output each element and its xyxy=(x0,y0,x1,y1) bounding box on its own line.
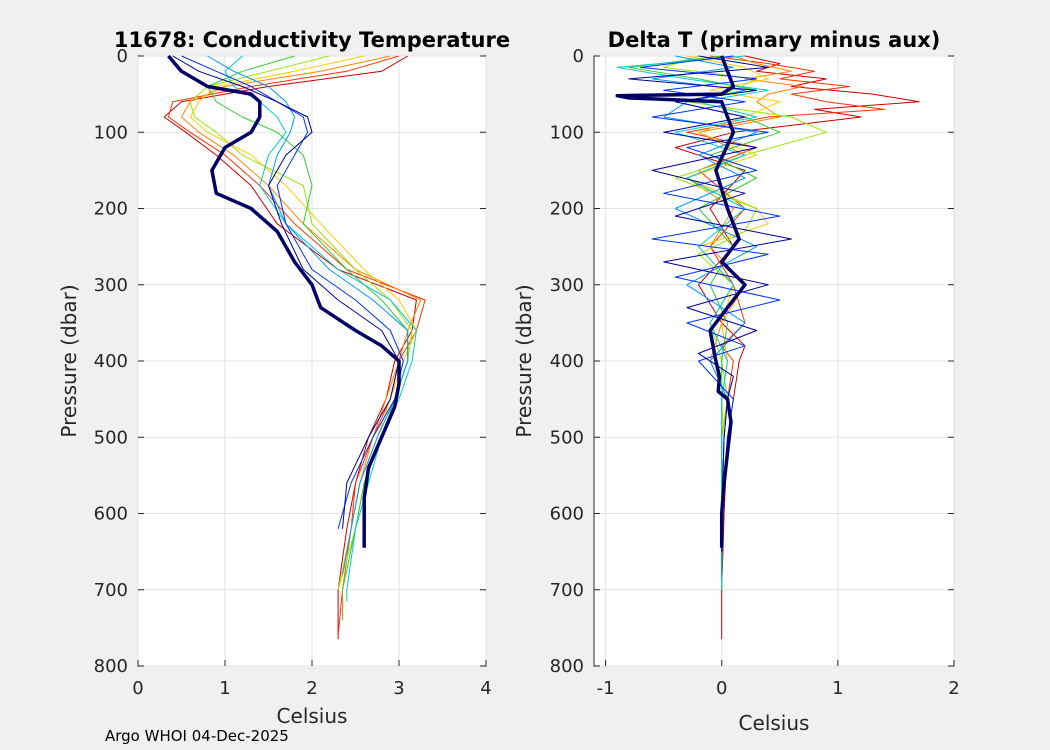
profile-lines xyxy=(163,54,426,640)
y-tick-label: 400 xyxy=(550,351,584,372)
x-tick-label: 1 xyxy=(832,678,843,699)
y-tick-label: 700 xyxy=(550,580,584,601)
series-latest-profile xyxy=(167,54,401,548)
y-tick-label: 100 xyxy=(94,122,128,143)
series-profile-late-4 xyxy=(172,55,400,529)
x-tick-label: 0 xyxy=(132,678,143,699)
profile-lines xyxy=(615,55,920,640)
y-tick-label: 700 xyxy=(94,580,128,601)
y-tick-label: 300 xyxy=(94,275,128,296)
y-axis-label: Pressure (dbar) xyxy=(57,284,81,437)
series-profile-late-1 xyxy=(616,55,769,590)
delta-t-axes: -1 0 1 2 0 100 200 300 400 500 600 700 800 Delta T (… xyxy=(512,28,960,735)
x-tick-label: -1 xyxy=(597,678,615,699)
x-tick-label: 2 xyxy=(948,678,959,699)
x-tick-label: 0 xyxy=(716,678,727,699)
y-tick-label: 0 xyxy=(117,46,128,67)
tick-labels: -1 0 1 2 0 100 200 300 400 500 600 700 800 xyxy=(550,46,960,699)
y-tick-label: 200 xyxy=(550,199,584,220)
y-tick-label: 0 xyxy=(573,46,584,67)
x-axis-label: Celsius xyxy=(277,704,348,728)
chart-title: 11678: Conductivity Temperature xyxy=(114,28,510,52)
y-axis-label: Pressure (dbar) xyxy=(512,284,536,437)
y-tick-label: 500 xyxy=(94,427,128,448)
y-tick-label: 600 xyxy=(94,504,128,525)
x-tick-label: 2 xyxy=(306,678,317,699)
footer-credit: Argo WHOI 04-Dec-2025 xyxy=(105,727,289,745)
chart-title: Delta T (primary minus aux) xyxy=(608,28,941,52)
series-profile-early-2 xyxy=(686,55,885,590)
x-tick-label: 3 xyxy=(393,678,404,699)
y-tick-label: 800 xyxy=(94,656,128,677)
y-tick-label: 200 xyxy=(94,199,128,220)
tick-labels: 0 1 2 3 4 0 100 200 300 400 500 600 700 800 xyxy=(94,46,492,699)
y-tick-label: 400 xyxy=(94,351,128,372)
y-tick-label: 100 xyxy=(550,122,584,143)
x-tick-label: 1 xyxy=(219,678,230,699)
series-latest-profile xyxy=(615,55,747,548)
series-profile-late-3 xyxy=(181,55,404,529)
y-tick-label: 600 xyxy=(550,504,584,525)
y-tick-label: 800 xyxy=(550,656,584,677)
grid-lines xyxy=(137,55,487,667)
x-tick-label: 4 xyxy=(480,678,491,699)
x-axis-label: Celsius xyxy=(739,711,810,735)
y-tick-label: 500 xyxy=(550,427,584,448)
y-tick-label: 300 xyxy=(550,275,584,296)
series-profile-late-2 xyxy=(207,55,409,575)
conductivity-temperature-axes: 0 1 2 3 4 0 100 200 300 400 500 600 700 800 11678: Co… xyxy=(57,28,510,728)
